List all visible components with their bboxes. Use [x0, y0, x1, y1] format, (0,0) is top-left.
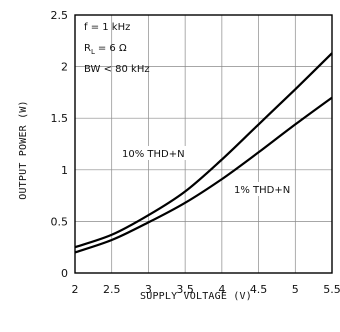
- grid: [75, 15, 332, 273]
- series-label-10pct: 10% THD+N: [122, 149, 185, 160]
- y-tick-label: 0: [61, 267, 68, 280]
- y-tick-label: 2.5: [51, 9, 69, 22]
- series-group: [74, 52, 333, 254]
- test-conditions: f = 1 kHz RL = 6 Ω BW < 80 kHz: [84, 22, 150, 75]
- x-tick-label: 2.5: [103, 283, 121, 296]
- label-bg-10pct: [120, 146, 188, 160]
- condition-frequency: f = 1 kHz: [84, 22, 130, 33]
- x-tick-label: 3: [145, 283, 152, 296]
- x-tick-label: 5: [292, 283, 299, 296]
- series-line-10pct-thd: [74, 52, 333, 249]
- y-tick-labels: 0 0.5 1 1.5 2 2.5: [51, 9, 69, 280]
- series-line-1pct-thd: [74, 96, 333, 254]
- condition-load-subscript: L: [91, 48, 95, 56]
- x-tick-label: 2: [72, 283, 79, 296]
- x-tick-label: 4.5: [250, 283, 268, 296]
- x-tick-label: 5.5: [323, 283, 340, 296]
- condition-load: RL = 6 Ω: [84, 43, 127, 56]
- y-axis-label: OUTPUT POWER (W): [18, 100, 29, 200]
- x-tick-label: 4: [218, 283, 225, 296]
- x-tick-labels: 2 2.5 3 3.5 4 4.5 5 5.5: [72, 283, 340, 296]
- x-axis-label: SUPPLY VOLTAGE (V): [140, 291, 252, 302]
- x-tick-label: 3.5: [176, 283, 194, 296]
- y-tick-label: 1: [61, 164, 68, 177]
- y-tick-label: 1.5: [51, 112, 69, 125]
- label-bg-1pct: [232, 182, 288, 196]
- condition-bandwidth: BW < 80 kHz: [84, 64, 150, 75]
- series-label-1pct: 1% THD+N: [234, 185, 290, 196]
- y-tick-label: 2: [61, 61, 68, 74]
- y-tick-label: 0.5: [51, 215, 69, 228]
- plot-frame: [74, 14, 333, 274]
